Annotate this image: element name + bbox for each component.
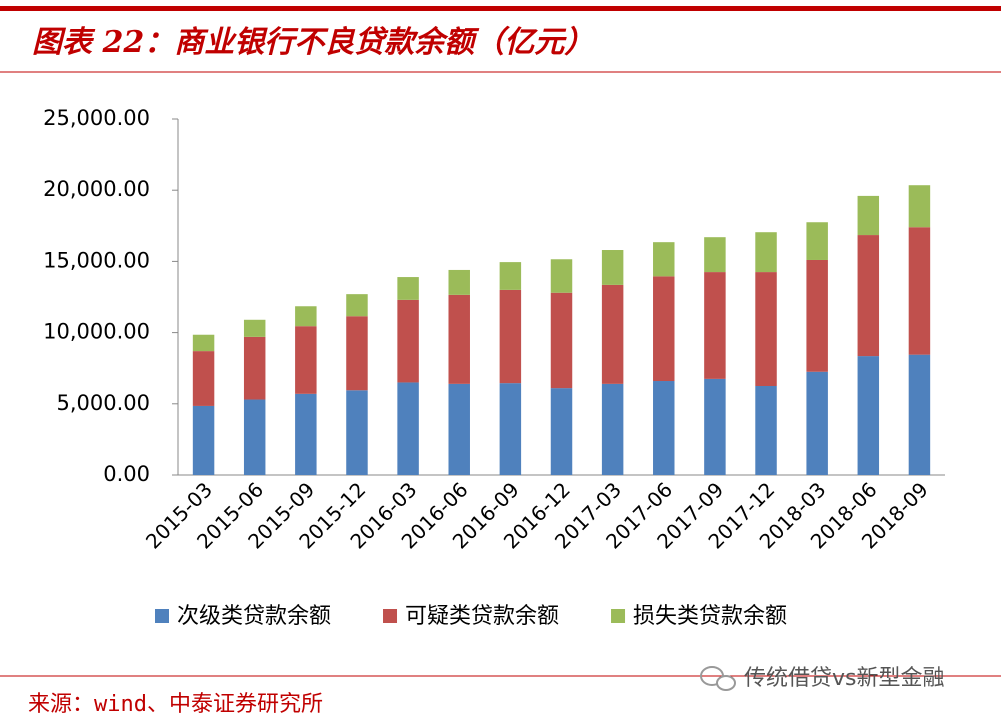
bar-segment [295,306,317,327]
bar-segment [243,399,266,475]
y-tick-label: 25,000.00 [43,106,150,130]
bar-segment [806,259,828,372]
bar-segment [295,326,317,394]
legend-swatch [383,609,398,623]
bar-segment [601,250,624,285]
bar-segment [857,235,880,357]
legend-label: 损失类贷款余额 [633,604,787,629]
y-tick-label: 0.00 [103,462,150,486]
bar-segment [499,383,522,475]
bar-segment [704,272,726,379]
bar-segment [908,354,931,475]
bar-segment [295,393,317,475]
bar-segment [755,272,777,386]
bar-segment [243,319,266,337]
bar-segment [448,269,470,295]
chart-title: 图表 22：商业银行不良贷款余额（亿元） [32,25,594,60]
bar-segment [550,259,573,293]
bar-segment [397,382,419,475]
legend-swatch [611,609,626,623]
bar-segment [857,356,880,475]
bar-segment [448,383,470,475]
bar-segment [192,405,215,475]
bar-segment [653,242,675,277]
legend-label: 可疑类贷款余额 [405,604,559,629]
y-tick-label: 10,000.00 [43,320,150,344]
bar-segment [653,276,675,382]
legend-label: 次级类贷款余额 [177,604,331,629]
bar-segment [192,334,215,352]
bar-segment [243,336,266,400]
bar-segment [550,388,573,475]
bar-segment [499,262,522,290]
watermark: 传统借贷vs新型金融 [744,666,944,691]
bar-segment [397,299,419,383]
bar-segment [857,195,880,236]
bar-segment [346,294,368,317]
legend-swatch [155,609,169,623]
bar-segment [908,227,931,355]
watermark-icon [700,666,736,691]
bar-segment [346,390,368,475]
bar-segment [704,237,726,273]
bar-segment [755,232,777,273]
y-tick-label: 15,000.00 [43,248,150,272]
bar-segment [550,292,573,389]
bar-segment [601,284,624,384]
y-tick-label: 20,000.00 [43,177,150,201]
bar-segment [346,316,368,391]
bar-segment [755,386,777,475]
bar-segment [499,289,522,384]
top-rule [0,6,1001,11]
bar-segment [192,351,215,406]
bar-segment [806,222,828,260]
bar-segment [806,371,828,475]
bar-segment [397,277,419,300]
source: 来源：wind、中泰证券研究所 [28,692,323,717]
bar-segment [601,383,624,475]
y-tick-label: 5,000.00 [56,391,150,415]
bar-segment [908,185,931,228]
bar-segment [704,378,726,475]
bar-segment [448,294,470,384]
bar-segment [653,381,675,475]
